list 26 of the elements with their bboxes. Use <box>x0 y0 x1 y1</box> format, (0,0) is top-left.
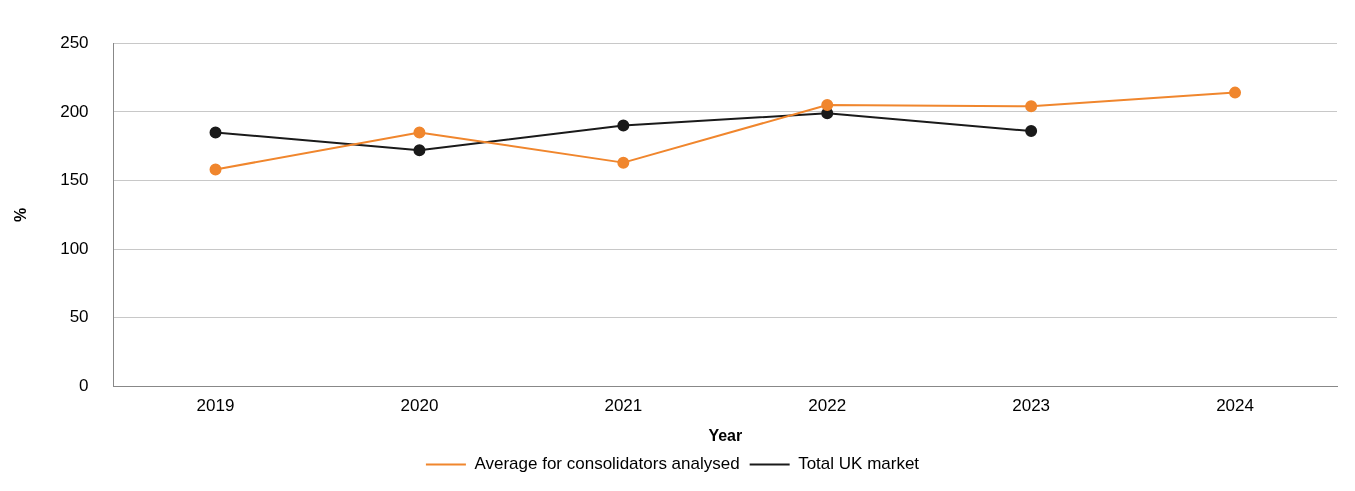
legend-label: Average for consolidators analysed <box>474 454 740 474</box>
x-tick-label: 2019 <box>196 396 235 416</box>
point <box>821 98 834 111</box>
point <box>1229 86 1242 99</box>
point <box>617 119 630 132</box>
x-axis-title: Year <box>708 426 743 444</box>
x-tick-label: 2024 <box>1216 396 1254 416</box>
y-axis-title: % <box>12 207 30 222</box>
point <box>209 163 222 176</box>
point <box>1025 100 1038 113</box>
y-tick-label: 200 <box>60 101 89 121</box>
x-tick-label: 2020 <box>400 396 439 416</box>
y-tick-label: 100 <box>60 238 89 258</box>
y-tick-label: 50 <box>69 307 89 327</box>
legend-label: Total UK market <box>798 454 920 474</box>
point <box>413 126 426 139</box>
point <box>413 144 426 157</box>
x-tick-label: 2021 <box>604 396 643 416</box>
x-tick-label: 2022 <box>808 396 847 416</box>
x-tick-label: 2023 <box>1012 396 1051 416</box>
point <box>617 156 630 169</box>
y-tick-label: 250 <box>60 32 89 52</box>
point <box>209 126 222 139</box>
y-tick-label: 150 <box>60 170 89 190</box>
point <box>1025 125 1038 138</box>
y-tick-label: 0 <box>79 376 89 396</box>
